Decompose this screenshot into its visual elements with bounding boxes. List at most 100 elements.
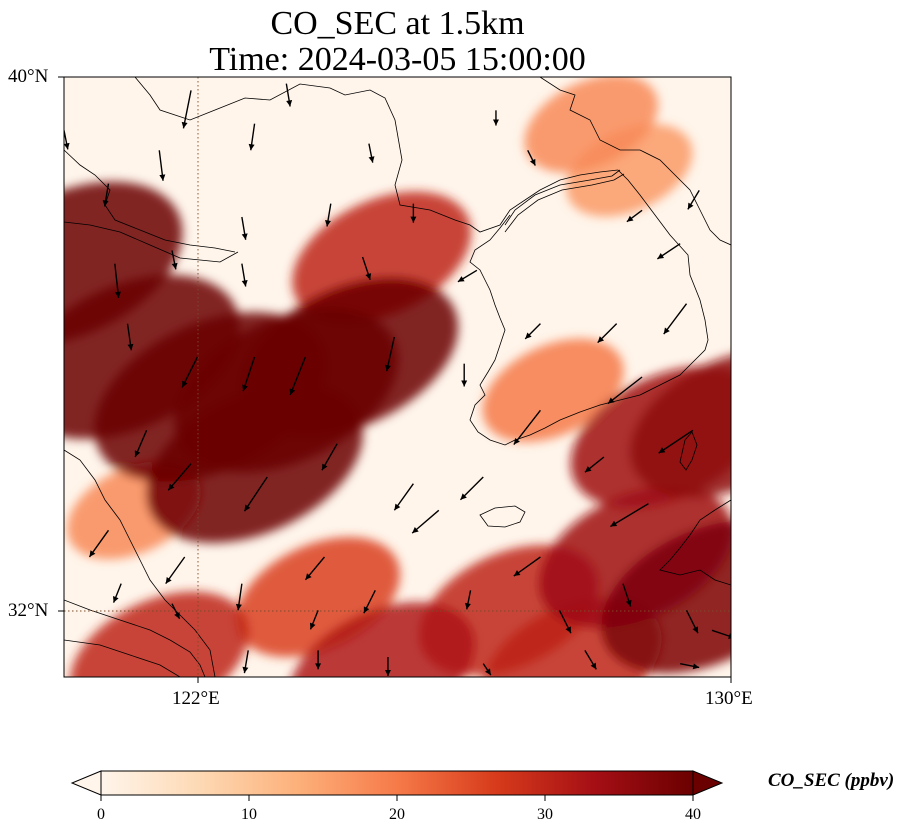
wind-arrow-17 — [241, 263, 248, 287]
coastline-jiangsu — [64, 449, 216, 677]
wind-arrow-30 — [607, 376, 643, 405]
map-area — [64, 77, 731, 692]
coastline-yangtze-south — [64, 639, 181, 677]
wind-arrow-3 — [248, 123, 256, 151]
axis-ticks — [58, 76, 732, 683]
wind-arrow-24 — [181, 356, 199, 388]
coastline-yangtze — [64, 599, 206, 677]
wind-arrow-0 — [64, 130, 70, 150]
colorbar-extend-max — [692, 770, 724, 796]
wind-arrow-11 — [325, 203, 332, 227]
wind-arrow-44 — [513, 556, 541, 577]
wind-arrow-23 — [126, 323, 134, 351]
coastline-korea-north — [539, 77, 731, 246]
wind-arrow-33 — [167, 463, 192, 491]
wind-arrow-42 — [304, 556, 325, 581]
wind-arrow-9 — [102, 183, 110, 207]
wind-arrow-37 — [459, 476, 484, 501]
map-title-line1: CO_SEC at 1.5km — [270, 5, 525, 42]
yalu-river — [504, 169, 621, 226]
wind-arrow-36 — [393, 483, 414, 511]
wind-arrow-41 — [165, 556, 186, 585]
wind-arrow-15 — [114, 263, 121, 298]
wind-arrow-27 — [385, 336, 396, 372]
wind-arrow-8 — [687, 189, 700, 210]
wind-arrow-29 — [513, 409, 541, 445]
wind-arrow-61 — [74, 677, 80, 692]
wind-arrow-13 — [626, 209, 643, 223]
wind-arrow-22 — [597, 323, 618, 344]
wind-arrow-58 — [584, 649, 597, 670]
wind-arrow-35 — [321, 443, 338, 471]
wind-arrow-34 — [243, 476, 268, 512]
wind-arrow-38 — [584, 456, 605, 473]
wind-vectors — [64, 83, 731, 692]
coastlines — [64, 77, 731, 677]
wind-arrow-6 — [492, 110, 499, 126]
wind-arrow-28 — [461, 363, 468, 387]
concentration-cell-9 — [288, 602, 475, 677]
wind-arrow-16 — [171, 250, 178, 270]
concentration-cell-13 — [601, 520, 731, 674]
wind-arrow-25 — [242, 356, 256, 392]
wind-arrow-2 — [181, 90, 192, 129]
wind-arrow-39 — [610, 503, 649, 528]
wind-arrow-47 — [309, 610, 319, 630]
wind-arrow-55 — [315, 650, 322, 670]
wind-arrow-14 — [656, 243, 681, 260]
wind-arrow-4 — [285, 83, 293, 107]
wind-arrow-53 — [171, 603, 181, 620]
wind-arrow-7 — [527, 150, 536, 166]
wind-arrow-21 — [663, 303, 688, 335]
concentration-field — [64, 77, 731, 677]
lon-label-130E: 130°E — [705, 688, 753, 709]
wind-arrow-20 — [524, 323, 541, 340]
wind-arrow-45 — [112, 583, 122, 603]
wind-arrow-31 — [658, 429, 694, 454]
wind-arrow-18 — [361, 256, 372, 281]
colorbar-tick-label-1: 10 — [241, 806, 257, 823]
wind-arrow-43 — [411, 509, 440, 534]
yalu-river-2 — [504, 173, 625, 233]
coastline-kyushu — [659, 499, 731, 586]
map-frame — [63, 76, 732, 678]
wind-arrow-19 — [457, 269, 478, 283]
colorbar-tick-label-4: 40 — [685, 806, 701, 823]
coastline-shandong — [64, 221, 239, 263]
wind-arrow-54 — [242, 650, 249, 674]
colorbar-tick-label-3: 30 — [537, 806, 553, 823]
wind-arrow-32 — [134, 430, 148, 458]
concentration-cell-19 — [94, 312, 326, 482]
wind-arrow-40 — [88, 529, 110, 558]
colorbar-tick-label-0: 0 — [97, 806, 105, 823]
wind-arrow-1 — [158, 150, 166, 181]
gridlines — [64, 77, 731, 677]
lon-label-122E: 122°E — [172, 688, 220, 709]
concentration-cell-18 — [64, 181, 183, 346]
wind-arrow-26 — [289, 356, 307, 396]
wind-arrow-48 — [363, 590, 376, 614]
wind-arrow-5 — [368, 143, 375, 163]
coastline-liaodong — [134, 77, 619, 233]
colorbar — [70, 770, 724, 801]
colorbar-extend-min — [70, 770, 102, 796]
colorbar-tick-label-2: 20 — [389, 806, 405, 823]
tsushima-island — [679, 431, 698, 471]
wind-arrow-57 — [482, 663, 492, 676]
wind-arrow-52 — [685, 610, 699, 634]
wind-arrow-50 — [558, 610, 572, 634]
map-title-line2: Time: 2024-03-05 15:00:00 — [209, 41, 586, 78]
wind-arrow-56 — [384, 657, 391, 676]
lat-label-40N: 40°N — [8, 66, 49, 87]
wind-arrow-49 — [464, 590, 472, 610]
jeju-island — [479, 505, 526, 528]
concentration-cell-1 — [524, 77, 659, 173]
wind-arrow-60 — [680, 662, 700, 670]
concentration-cell-7 — [69, 591, 249, 677]
wind-arrow-46 — [235, 583, 243, 611]
concentration-cell-3 — [482, 338, 624, 442]
lat-label-32N: 32°N — [8, 600, 49, 621]
wind-arrow-12 — [410, 203, 417, 223]
wind-arrow-51 — [622, 583, 632, 607]
